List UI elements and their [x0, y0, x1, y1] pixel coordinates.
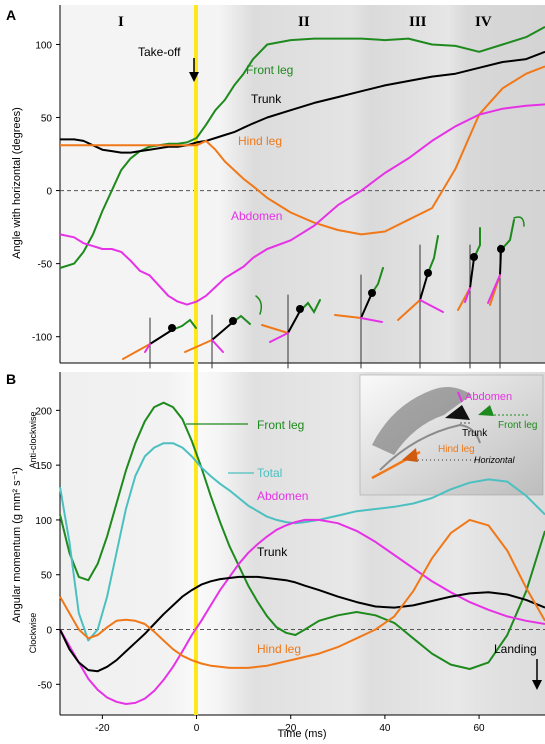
inset-label-horizontal: Horizontal: [474, 455, 516, 465]
label-a-trunk: Trunk: [251, 92, 282, 106]
y-tick-label: -50: [38, 680, 53, 691]
y-tick-label: 0: [46, 187, 52, 198]
phase-label-4: IV: [475, 14, 492, 30]
insect-figure-1: [122, 317, 197, 369]
series-line-b-total: [59, 442, 545, 642]
x-tick-label: 40: [379, 723, 391, 734]
series-line-a-trunk: [60, 50, 545, 154]
insect-schematics: [122, 216, 525, 369]
phase-label-2: II: [298, 14, 310, 30]
panel-a-series: [59, 26, 545, 306]
insect-figure-2: [184, 295, 263, 369]
y-tick-label: 150: [35, 461, 52, 472]
phase-label-1: I: [118, 14, 124, 30]
label-a-hind-leg: Hind leg: [238, 134, 282, 148]
insect-figure-6: [457, 227, 481, 369]
label-b-abdomen: Abdomen: [257, 489, 308, 503]
insect-figure-3: [261, 294, 321, 369]
y-tick-label: 0: [46, 626, 52, 637]
x-tick-label: 0: [194, 723, 200, 734]
phase-label-3: III: [409, 14, 427, 30]
panel-a-letter: A: [6, 7, 16, 23]
landing-label: Landing: [494, 642, 537, 656]
x-tick-label: 60: [474, 723, 486, 734]
panel-a-background: [60, 5, 545, 363]
series-line-a-hind-leg: [60, 65, 545, 236]
x-axis-title: Time (ms): [277, 728, 326, 740]
y-tick-label: -50: [38, 260, 53, 271]
label-b-trunk: Trunk: [257, 545, 288, 559]
inset-label-hind-leg: Hind leg: [438, 444, 475, 455]
y-axis-anticlockwise: Anti-clockwise: [28, 411, 38, 468]
series-line-b-trunk: [59, 575, 545, 673]
label-b-hind-leg: Hind leg: [257, 642, 301, 656]
inset-photo: Abdomen Trunk Front leg Hind leg Horizon…: [359, 374, 544, 496]
panel-b-letter: B: [6, 371, 16, 387]
y-tick-label: 100: [35, 40, 52, 51]
takeoff-arrowhead: [189, 72, 199, 82]
y-axis-title-a: Angle with horizontal (degrees): [11, 107, 23, 259]
y-tick-label: 200: [35, 406, 52, 417]
y-tick-label: 100: [35, 516, 52, 527]
takeoff-label: Take-off: [138, 45, 181, 59]
y-axis-title-b: Angular momentum (g mm² s⁻¹): [11, 467, 23, 623]
panel-a-axes: -100 -50 0 50 100: [32, 5, 545, 364]
landing-arrowhead: [532, 680, 542, 690]
label-a-front-leg: Front leg: [246, 63, 293, 77]
y-tick-label: 50: [41, 571, 53, 582]
y-tick-label: 50: [41, 114, 53, 125]
inset-label-trunk: Trunk: [462, 428, 488, 439]
insect-figure-5: [397, 235, 444, 369]
x-tick-label: -20: [95, 723, 110, 734]
series-line-b-front-leg: [59, 401, 545, 670]
series-line-a-abdomen: [59, 103, 545, 306]
panel-b-axes: -50 0 50 100 150 200 -20 0 20 40 60: [35, 372, 545, 734]
label-a-abdomen: Abdomen: [231, 209, 282, 223]
insect-figure-4: [334, 267, 384, 369]
x-tick-label: 20: [285, 723, 297, 734]
y-axis-clockwise: Clockwise: [28, 613, 38, 654]
y-tick-label: -100: [32, 333, 52, 344]
insect-figure-7: [487, 216, 525, 369]
panel-b-series: [59, 401, 545, 705]
label-b-total: Total: [257, 466, 282, 480]
inset-label-front-leg: Front leg: [498, 420, 537, 431]
inset-label-abdomen: Abdomen: [465, 391, 512, 403]
series-line-a-front-leg: [59, 26, 545, 269]
label-b-front-leg: Front leg: [257, 418, 304, 432]
series-line-b-hind-leg: [59, 518, 545, 669]
